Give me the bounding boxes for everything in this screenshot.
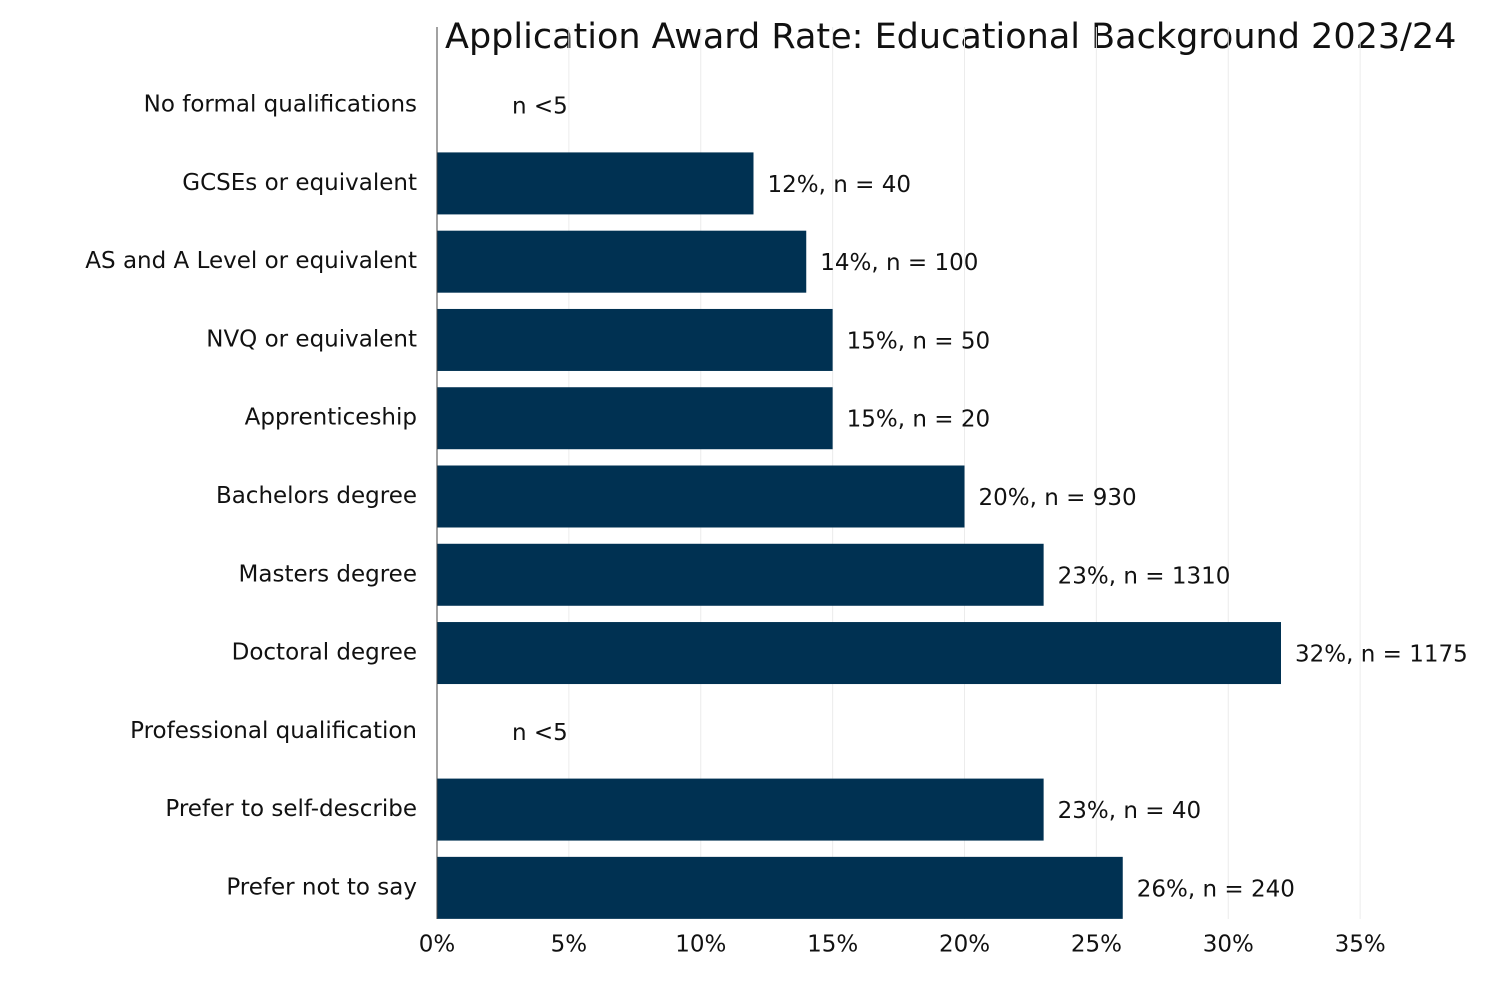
value-label: n <5 xyxy=(512,720,568,746)
x-tick-label: 15% xyxy=(807,932,858,958)
bar xyxy=(437,856,1123,919)
x-tick-label: 35% xyxy=(1335,932,1386,958)
bar xyxy=(437,152,754,215)
x-tick-label: 5% xyxy=(551,932,588,958)
y-tick-label: Apprenticeship xyxy=(245,405,417,431)
x-tick-label: 25% xyxy=(1071,932,1122,958)
y-tick-label: Prefer not to say xyxy=(226,874,417,900)
x-tick-label: 20% xyxy=(939,932,990,958)
bar xyxy=(437,778,1044,841)
bar xyxy=(437,230,807,293)
y-tick-label: Doctoral degree xyxy=(232,640,417,666)
value-label: 15%, n = 50 xyxy=(847,328,990,354)
y-tick-label: Masters degree xyxy=(239,561,417,587)
value-label: 20%, n = 930 xyxy=(979,485,1137,511)
value-label: 14%, n = 100 xyxy=(820,250,978,276)
x-tick-label: 30% xyxy=(1203,932,1254,958)
y-tick-label: NVQ or equivalent xyxy=(206,326,417,352)
chart-title: Application Award Rate: Educational Back… xyxy=(445,17,1456,57)
value-label: 15%, n = 20 xyxy=(847,407,990,433)
x-tick-label: 10% xyxy=(675,932,726,958)
bar xyxy=(437,543,1044,606)
value-label: 26%, n = 240 xyxy=(1137,876,1295,902)
value-label: 12%, n = 40 xyxy=(768,172,911,198)
bar xyxy=(437,622,1281,685)
y-tick-label: Professional qualification xyxy=(130,718,417,744)
y-tick-label: No formal qualifications xyxy=(144,92,417,118)
y-tick-label: Prefer to self-describe xyxy=(165,796,417,822)
value-label: 23%, n = 1310 xyxy=(1058,563,1231,589)
bar xyxy=(437,387,833,450)
value-label: n <5 xyxy=(512,94,568,120)
y-tick-label: AS and A Level or equivalent xyxy=(85,248,417,274)
value-label: 23%, n = 40 xyxy=(1058,798,1201,824)
bar xyxy=(437,465,965,528)
y-tick-label: Bachelors degree xyxy=(216,483,417,509)
x-tick-label: 0% xyxy=(419,932,456,958)
y-tick-label: GCSEs or equivalent xyxy=(182,170,417,196)
bar xyxy=(437,308,833,371)
value-label: 32%, n = 1175 xyxy=(1295,642,1468,668)
